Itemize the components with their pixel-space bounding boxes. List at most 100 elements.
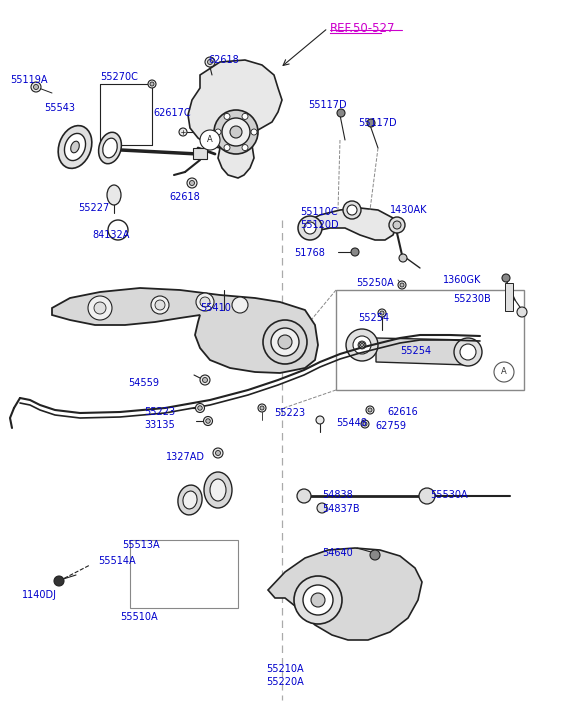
Ellipse shape xyxy=(178,485,202,515)
Circle shape xyxy=(187,178,197,188)
Text: 62618: 62618 xyxy=(208,55,239,65)
Text: 62759: 62759 xyxy=(375,421,406,431)
Circle shape xyxy=(224,145,230,150)
Circle shape xyxy=(222,118,250,146)
Circle shape xyxy=(398,281,406,289)
Text: 1327AD: 1327AD xyxy=(166,452,205,462)
Circle shape xyxy=(361,420,369,428)
Polygon shape xyxy=(188,60,282,178)
Ellipse shape xyxy=(99,132,122,164)
Text: 55227: 55227 xyxy=(78,203,109,213)
Circle shape xyxy=(207,60,212,65)
Circle shape xyxy=(317,503,327,513)
Text: 55254: 55254 xyxy=(400,346,431,356)
Polygon shape xyxy=(52,288,318,373)
Text: 55254: 55254 xyxy=(358,313,389,323)
Circle shape xyxy=(353,336,371,354)
Circle shape xyxy=(400,283,404,287)
Circle shape xyxy=(108,220,128,240)
Text: 55110C: 55110C xyxy=(300,207,337,217)
Circle shape xyxy=(359,342,365,348)
Circle shape xyxy=(155,300,165,310)
Bar xyxy=(336,290,524,390)
Circle shape xyxy=(242,145,248,150)
Text: 55530A: 55530A xyxy=(430,490,467,500)
Circle shape xyxy=(370,550,380,560)
Circle shape xyxy=(213,448,223,458)
Ellipse shape xyxy=(183,491,197,509)
Circle shape xyxy=(363,422,367,426)
Text: 55119A: 55119A xyxy=(10,75,48,85)
Text: 1430AK: 1430AK xyxy=(390,205,428,215)
Circle shape xyxy=(311,593,325,607)
Circle shape xyxy=(214,110,258,154)
Circle shape xyxy=(200,297,210,307)
Circle shape xyxy=(203,377,207,382)
Text: 55220A: 55220A xyxy=(266,677,304,687)
Text: 54838: 54838 xyxy=(322,490,353,500)
Circle shape xyxy=(298,216,322,240)
Ellipse shape xyxy=(64,134,86,161)
Circle shape xyxy=(198,406,202,410)
Circle shape xyxy=(151,296,169,314)
Text: 55270C: 55270C xyxy=(100,72,138,82)
Circle shape xyxy=(148,80,156,88)
Circle shape xyxy=(517,307,527,317)
Circle shape xyxy=(206,419,210,423)
Text: 55117D: 55117D xyxy=(308,100,346,110)
Text: 55514A: 55514A xyxy=(98,556,136,566)
Circle shape xyxy=(94,302,106,314)
Circle shape xyxy=(368,408,372,412)
Text: 55223: 55223 xyxy=(144,407,175,417)
Text: 62616: 62616 xyxy=(387,407,417,417)
Circle shape xyxy=(343,201,361,219)
Circle shape xyxy=(150,82,154,86)
Bar xyxy=(193,148,207,159)
Text: 55210A: 55210A xyxy=(266,664,304,674)
Circle shape xyxy=(278,335,292,349)
Text: 54640: 54640 xyxy=(322,548,353,558)
Circle shape xyxy=(215,129,221,135)
Text: 55230B: 55230B xyxy=(453,294,491,304)
Circle shape xyxy=(271,328,299,356)
Text: 1140DJ: 1140DJ xyxy=(22,590,57,600)
Text: 55117D: 55117D xyxy=(358,118,396,128)
Circle shape xyxy=(195,403,204,412)
Bar xyxy=(505,283,513,311)
Ellipse shape xyxy=(210,479,226,501)
Text: 55448: 55448 xyxy=(336,418,367,428)
Text: 62618: 62618 xyxy=(169,192,200,202)
Text: 55510A: 55510A xyxy=(120,612,158,622)
Circle shape xyxy=(494,362,514,382)
Circle shape xyxy=(263,320,307,364)
Polygon shape xyxy=(268,548,422,640)
Circle shape xyxy=(203,417,212,425)
Text: 54837B: 54837B xyxy=(322,504,360,514)
Circle shape xyxy=(54,576,64,586)
Text: 62617C: 62617C xyxy=(153,108,191,118)
Text: 55223: 55223 xyxy=(274,408,305,418)
Circle shape xyxy=(393,221,401,229)
Circle shape xyxy=(454,338,482,366)
Text: A: A xyxy=(501,368,507,377)
Ellipse shape xyxy=(103,138,117,158)
Circle shape xyxy=(205,57,215,67)
Text: REF.50-527: REF.50-527 xyxy=(330,22,395,35)
Circle shape xyxy=(258,404,266,412)
Circle shape xyxy=(460,344,476,360)
Circle shape xyxy=(378,309,386,317)
Ellipse shape xyxy=(204,472,232,508)
Circle shape xyxy=(297,489,311,503)
Text: 84132A: 84132A xyxy=(92,230,130,240)
Text: A: A xyxy=(207,135,213,145)
Text: 54559: 54559 xyxy=(128,378,159,388)
Ellipse shape xyxy=(107,185,121,205)
Circle shape xyxy=(361,343,364,347)
Polygon shape xyxy=(376,338,468,365)
Text: 55250A: 55250A xyxy=(356,278,394,288)
Circle shape xyxy=(366,406,374,414)
Circle shape xyxy=(337,109,345,117)
Circle shape xyxy=(224,113,230,119)
Circle shape xyxy=(34,84,39,89)
Text: 55120D: 55120D xyxy=(300,220,339,230)
